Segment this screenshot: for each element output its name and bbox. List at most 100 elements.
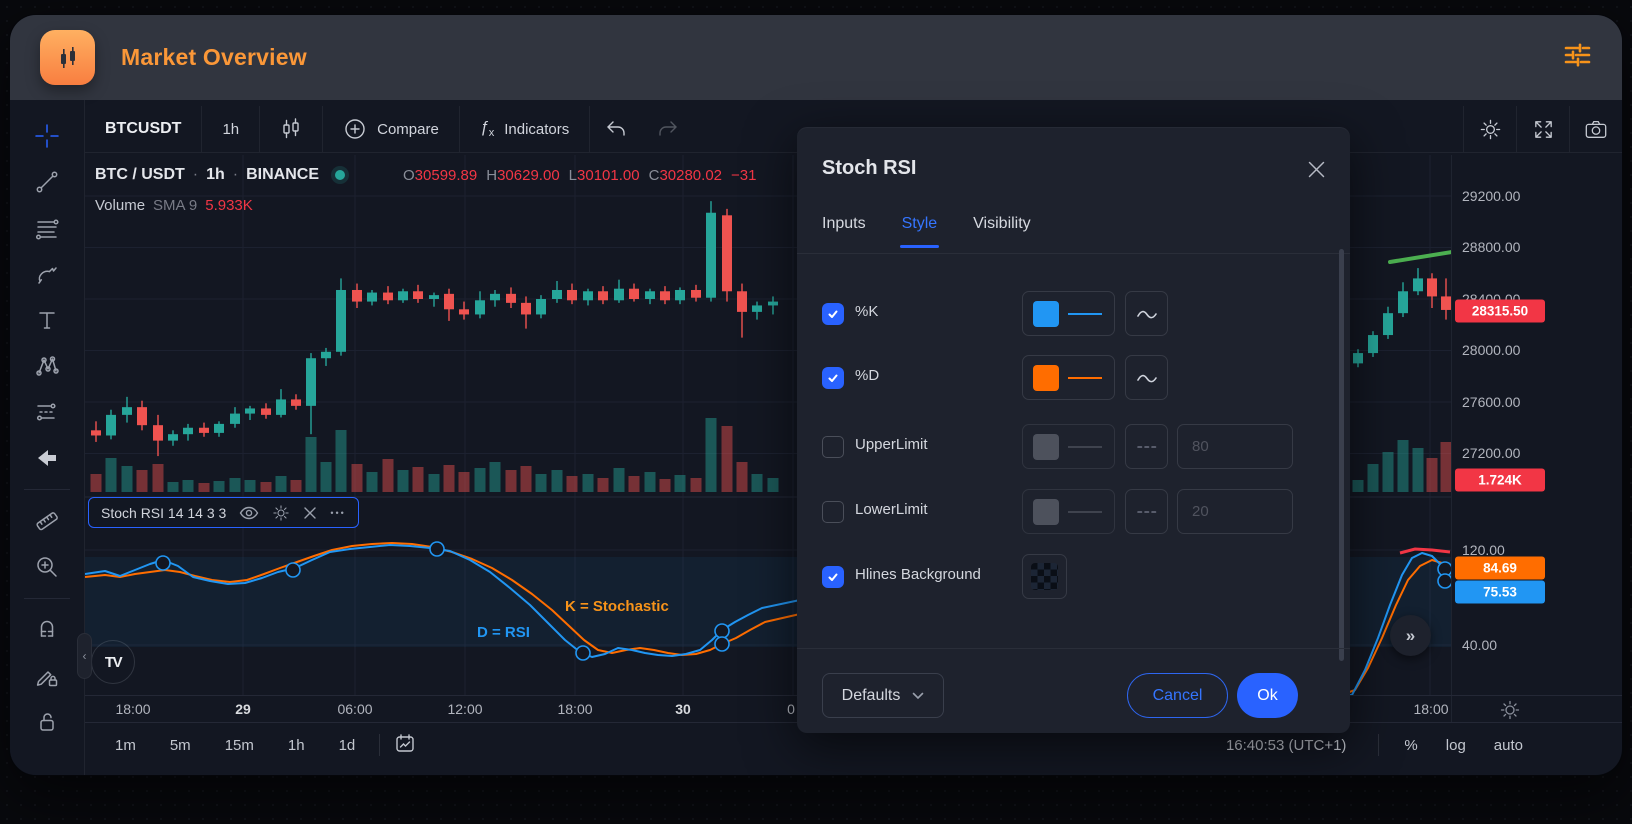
scale-button-group: % log auto [1393, 733, 1534, 758]
time-axis-settings-sun-icon[interactable] [1500, 700, 1520, 723]
line-marker[interactable] [429, 541, 445, 557]
interval-button[interactable]: 1h [202, 106, 261, 152]
upper-limit-value-input[interactable] [1177, 424, 1293, 469]
defaults-dropdown-button[interactable]: Defaults [822, 673, 944, 718]
upper-limit-line-style-button[interactable] [1125, 424, 1168, 469]
timeframe-1h[interactable]: 1h [287, 736, 305, 754]
volume-bar [505, 470, 517, 492]
candle-body [214, 423, 224, 433]
line-marker[interactable] [285, 562, 301, 578]
compare-button[interactable]: Compare [323, 106, 460, 152]
symbol-button[interactable]: BTCUSDT [85, 106, 203, 152]
chevron-double-right-icon: » [1405, 625, 1416, 645]
ruler-icon[interactable] [24, 498, 70, 544]
arrow-back-icon[interactable] [24, 435, 70, 481]
ok-button[interactable]: Ok [1237, 673, 1298, 718]
lower-limit-color-button[interactable] [1022, 489, 1115, 534]
timeframe-1d[interactable]: 1d [338, 736, 356, 754]
text-tool-icon[interactable] [24, 297, 70, 343]
candle-body [199, 427, 209, 433]
trend-line-drawing[interactable] [1388, 250, 1451, 264]
lock-all-icon[interactable] [24, 699, 70, 745]
eye-icon[interactable] [239, 506, 259, 520]
candle-body [490, 293, 500, 301]
candle-body [352, 289, 362, 302]
redo-button[interactable] [642, 106, 694, 152]
style-row-percent-k: %K [797, 291, 1350, 337]
xabcd-pattern-icon[interactable] [24, 343, 70, 389]
indicators-button[interactable]: ƒx Indicators [460, 106, 591, 152]
price-axis[interactable]: 29200.0028800.0028400.0028000.0027600.00… [1451, 155, 1622, 695]
magnet-icon[interactable] [24, 607, 70, 653]
forecast-icon[interactable] [24, 389, 70, 435]
zoom-in-icon[interactable] [24, 544, 70, 590]
percent-d-checkbox[interactable] [822, 367, 844, 389]
percent-k-line-style-button[interactable] [1125, 291, 1168, 336]
line-marker[interactable] [714, 623, 730, 639]
scale-log[interactable]: log [1445, 736, 1466, 754]
clock-utc[interactable]: 16:40:53 (UTC+1) [1225, 736, 1347, 754]
legend-settings-gear-icon[interactable] [272, 504, 290, 522]
fib-lines-icon[interactable] [24, 205, 70, 251]
lower-limit-checkbox[interactable] [822, 501, 844, 523]
candle-body [168, 434, 178, 441]
line-marker[interactable] [575, 645, 591, 661]
volume-bar [366, 472, 378, 492]
drawing-pencil-lock-icon[interactable] [24, 653, 70, 699]
pane-expand-button[interactable]: » [1390, 615, 1431, 656]
volume-bar [751, 474, 763, 492]
symbol-pair[interactable]: BTC / USDT [95, 166, 185, 183]
percent-k-checkbox[interactable] [822, 303, 844, 325]
cancel-button[interactable]: Cancel [1127, 673, 1228, 718]
upper-limit-checkbox[interactable] [822, 436, 844, 458]
undo-icon [607, 121, 625, 136]
line-marker[interactable] [155, 555, 171, 571]
tab-style[interactable]: Style [899, 215, 939, 248]
style-row-upper-limit: UpperLimit [797, 424, 1350, 470]
app-window: Market Overview [10, 15, 1622, 775]
candle-body [261, 408, 271, 415]
line-marker[interactable] [1437, 573, 1451, 589]
lower-limit-value-input[interactable] [1177, 489, 1293, 534]
percent-k-color-button[interactable] [1022, 291, 1115, 336]
legend-remove-icon[interactable] [303, 506, 317, 520]
scale-auto[interactable]: auto [1493, 736, 1523, 754]
candle-body [183, 427, 193, 435]
volume-bar [458, 472, 470, 492]
tab-inputs[interactable]: Inputs [822, 215, 866, 232]
stoch-rsi-legend[interactable]: Stoch RSI 14 14 3 3 ••• [88, 497, 359, 528]
volume-bar [474, 468, 486, 492]
timeframe-5m[interactable]: 5m [169, 736, 191, 754]
timeframe-1m[interactable]: 1m [115, 736, 136, 754]
upper-limit-color-button[interactable] [1022, 424, 1115, 469]
hlines-background-checkbox[interactable] [822, 566, 844, 588]
dialog-close-button[interactable] [1302, 155, 1330, 183]
screenshot-camera-button[interactable] [1569, 106, 1622, 152]
chart-style-candles-button[interactable] [260, 106, 324, 152]
line-marker[interactable] [714, 636, 730, 652]
legend-more-icon[interactable]: ••• [330, 507, 346, 518]
header-settings-sliders-icon[interactable] [1562, 41, 1592, 74]
calendar-icon[interactable] [394, 732, 416, 758]
hlines-background-color-button[interactable] [1022, 554, 1067, 599]
percent-d-color-button[interactable] [1022, 355, 1115, 400]
volume-bar [182, 480, 194, 492]
percent-d-line-style-button[interactable] [1125, 355, 1168, 400]
lower-limit-line-style-button[interactable] [1125, 489, 1168, 534]
ohlc-values: O30599.89 H30629.00 L30101.00 C30280.02 … [403, 166, 757, 184]
dialog-scrollbar[interactable] [1339, 249, 1344, 661]
timeframe-15m[interactable]: 15m [224, 736, 254, 754]
chart-settings-gear-button[interactable] [1463, 106, 1516, 152]
sidebar-collapse-handle[interactable]: ‹ [77, 633, 92, 679]
stoch-rsi-settings-dialog: Stoch RSI Inputs Style Visibility %K [797, 127, 1350, 733]
crosshair-icon[interactable] [24, 113, 70, 159]
tradingview-logo[interactable]: TV [91, 640, 135, 684]
sidebar-divider [24, 489, 70, 490]
scale-percent[interactable]: % [1404, 736, 1418, 754]
tab-visibility[interactable]: Visibility [973, 215, 1031, 232]
brush-icon[interactable] [24, 251, 70, 297]
trend-line-icon[interactable] [24, 159, 70, 205]
undo-button[interactable] [590, 106, 642, 152]
fullscreen-button[interactable] [1516, 106, 1569, 152]
price-axis-label: 120.00 [1462, 542, 1505, 558]
